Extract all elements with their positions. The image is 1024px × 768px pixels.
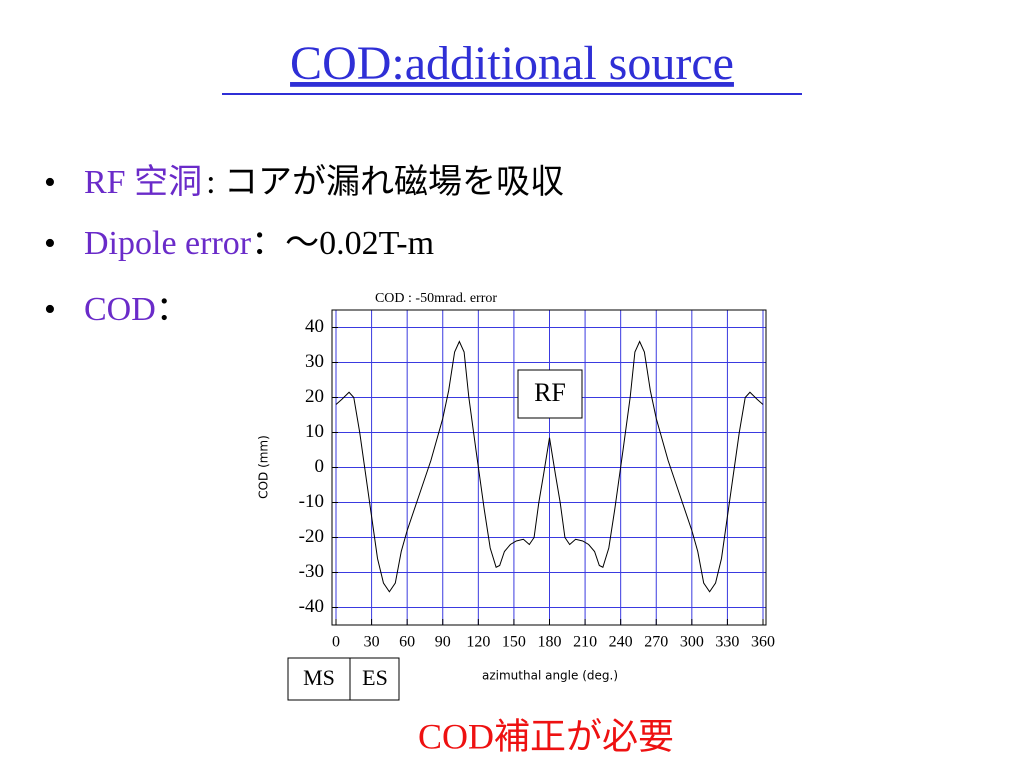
x-tick-label: 270 [644,634,668,651]
x-tick-label: 150 [502,634,526,651]
annotation: MS [303,665,335,690]
x-tick-label: 120 [466,634,490,651]
x-tick-label: 180 [538,634,562,651]
annotation: ES [362,665,388,690]
y-axis-label: COD (mm) [257,435,271,499]
bullet-label: COD [84,291,156,328]
x-tick-label: 90 [435,634,451,651]
slide-title: COD:additional source [290,37,734,90]
x-axis-label: azimuthal angle (deg.) [482,669,618,683]
bullet-row: COD： [84,291,190,328]
y-tick-label: -10 [299,491,324,512]
x-tick-label: 210 [573,634,597,651]
y-tick-label: -40 [299,596,324,617]
annotation-box [349,657,400,701]
x-tick-label: 0 [332,634,340,651]
bullet-label: Dipole error [84,225,252,262]
chart-title: COD : -50mrad. error [375,291,497,306]
data-line [335,340,764,593]
y-tick-label: 0 [315,456,325,477]
bullet-dot: • [44,291,56,328]
bullet-label: RF 空洞 [84,163,202,201]
annotation: RF [534,378,566,407]
bullet-text: ： [156,291,190,328]
x-tick-label: 300 [680,634,704,651]
bullet-dot: • [44,164,56,201]
bullet-row: Dipole error：～0.02T-m [84,225,434,262]
annotation-box [517,369,583,419]
bullet-text: : コアが漏れ磁場を吸収 [206,163,564,201]
x-tick-label: 360 [751,634,775,651]
x-tick-label: 330 [715,634,739,651]
y-tick-label: 30 [305,351,324,372]
bullet-dot: • [44,225,56,262]
y-tick-label: 10 [305,421,324,442]
y-tick-label: 20 [305,386,324,407]
conclusion: COD補正が必要 [418,716,674,756]
y-tick-label: -20 [299,526,324,547]
y-tick-label: -30 [299,561,324,582]
bullet-text: ：～0.02T-m [251,225,434,262]
x-tick-label: 60 [399,634,415,651]
bullets: • RF 空洞: コアが漏れ磁場を吸収 • Dipole error：～0.02… [44,163,564,328]
x-tick-label: 30 [364,634,380,651]
x-tick-label: 240 [609,634,633,651]
y-tick-label: 40 [305,316,324,337]
bullet-row: RF 空洞: コアが漏れ磁場を吸収 [84,163,564,201]
